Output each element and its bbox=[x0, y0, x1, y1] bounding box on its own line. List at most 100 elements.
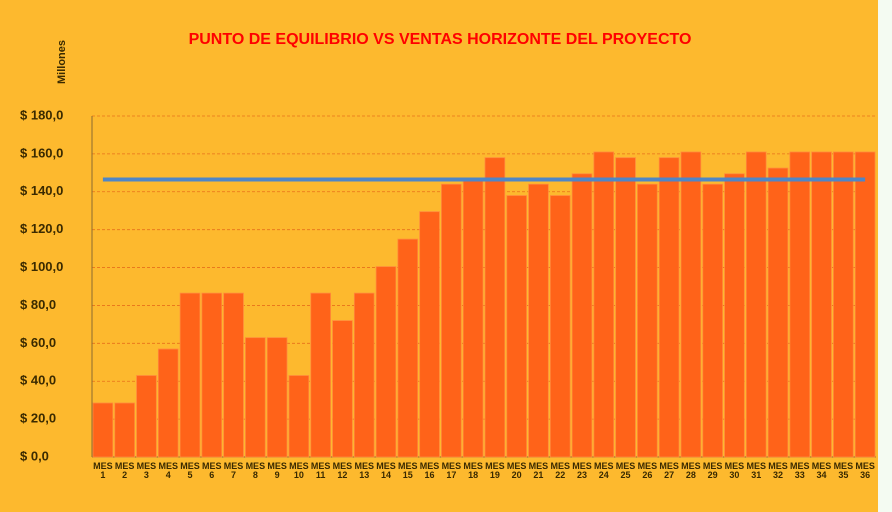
bar bbox=[833, 151, 854, 458]
x-tick-label-box: MES 26 bbox=[637, 462, 658, 480]
bar bbox=[658, 157, 680, 458]
x-tick-label-box: MES 30 bbox=[724, 462, 745, 480]
x-tick-label: MES 6 bbox=[202, 462, 222, 480]
x-tick-label: MES 23 bbox=[572, 462, 592, 480]
bar bbox=[571, 173, 593, 458]
x-tick-label: MES 17 bbox=[441, 462, 462, 480]
x-tick-label-box: MES 20 bbox=[506, 462, 527, 480]
x-tick-label-box: MES 10 bbox=[289, 462, 309, 480]
bar bbox=[441, 183, 462, 458]
x-tick-label: MES 29 bbox=[702, 462, 723, 480]
bar bbox=[484, 157, 506, 458]
x-tick-label: MES 16 bbox=[419, 462, 440, 480]
bar bbox=[397, 238, 419, 458]
x-tick-label: MES 24 bbox=[594, 462, 614, 480]
bar bbox=[637, 183, 658, 458]
x-tick-label-box: MES 6 bbox=[202, 462, 222, 480]
bar bbox=[549, 195, 571, 458]
x-tick-label: MES 7 bbox=[223, 462, 244, 480]
x-tick-label: MES 11 bbox=[310, 462, 331, 480]
x-tick-label-box: MES 16 bbox=[419, 462, 440, 480]
bar bbox=[157, 348, 179, 458]
x-tick-label: MES 34 bbox=[811, 462, 832, 480]
x-tick-label: MES 1 bbox=[93, 462, 113, 480]
x-tick-label: MES 27 bbox=[659, 462, 679, 480]
x-tick-label-box: MES 12 bbox=[332, 462, 353, 480]
x-tick-label-box: MES 11 bbox=[310, 462, 331, 480]
x-tick-label: MES 9 bbox=[267, 462, 287, 480]
bar bbox=[854, 151, 876, 458]
x-tick-label: MES 12 bbox=[332, 462, 353, 480]
x-tick-label-box: MES 14 bbox=[376, 462, 396, 480]
x-tick-label-box: MES 33 bbox=[790, 462, 810, 480]
x-tick-label-box: MES 27 bbox=[659, 462, 679, 480]
x-tick-label-box: MES 17 bbox=[441, 462, 462, 480]
x-tick-label: MES 21 bbox=[528, 462, 549, 480]
chart-title: PUNTO DE EQUILIBRIO VS VENTAS HORIZONTE … bbox=[189, 31, 692, 48]
x-tick-label-box: MES 23 bbox=[572, 462, 592, 480]
x-tick-label: MES 3 bbox=[136, 462, 157, 480]
x-tick-label-box: MES 7 bbox=[223, 462, 244, 480]
x-tick-label: MES 30 bbox=[724, 462, 745, 480]
y-tick-label: $ 0,0 bbox=[20, 448, 49, 463]
x-tick-label: MES 10 bbox=[289, 462, 309, 480]
x-tick-label-box: MES 25 bbox=[616, 462, 636, 480]
y-tick-label: $ 60,0 bbox=[20, 335, 56, 350]
bar bbox=[353, 292, 375, 458]
bar bbox=[702, 183, 723, 458]
x-tick-label: MES 4 bbox=[158, 462, 178, 480]
bar bbox=[245, 337, 266, 458]
bar bbox=[811, 151, 832, 458]
x-tick-label: MES 33 bbox=[790, 462, 810, 480]
bar bbox=[615, 157, 636, 458]
y-tick-label: $ 20,0 bbox=[20, 411, 56, 426]
x-tick-label-box: MES 19 bbox=[485, 462, 505, 480]
x-tick-label: MES 2 bbox=[114, 462, 135, 480]
bar bbox=[288, 375, 310, 458]
x-tick-label: MES 8 bbox=[245, 462, 266, 480]
bar bbox=[179, 292, 201, 458]
bar bbox=[680, 151, 702, 458]
bar bbox=[266, 337, 288, 458]
x-tick-label: MES 14 bbox=[376, 462, 396, 480]
bar bbox=[528, 183, 549, 458]
y-tick-label: $ 100,0 bbox=[20, 259, 63, 274]
x-tick-label-box: MES 32 bbox=[768, 462, 788, 480]
x-tick-label-box: MES 22 bbox=[550, 462, 570, 480]
x-tick-label-box: MES 29 bbox=[702, 462, 723, 480]
x-tick-label-box: MES 2 bbox=[114, 462, 135, 480]
bar bbox=[724, 173, 745, 458]
y-tick-label: $ 180,0 bbox=[20, 107, 63, 122]
x-tick-label: MES 18 bbox=[463, 462, 483, 480]
x-tick-label: MES 22 bbox=[550, 462, 570, 480]
x-tick-label-box: MES 24 bbox=[594, 462, 614, 480]
y-axis-label: Millones bbox=[56, 40, 68, 84]
x-tick-label-box: MES 3 bbox=[136, 462, 157, 480]
x-tick-label-box: MES 35 bbox=[833, 462, 854, 480]
x-tick-label: MES 31 bbox=[746, 462, 766, 480]
x-tick-label-box: MES 15 bbox=[398, 462, 418, 480]
x-tick-label: MES 15 bbox=[398, 462, 418, 480]
x-tick-label-box: MES 21 bbox=[528, 462, 549, 480]
x-tick-label-box: MES 36 bbox=[855, 462, 875, 480]
bar bbox=[114, 402, 135, 458]
x-tick-label: MES 26 bbox=[637, 462, 658, 480]
x-tick-label: MES 20 bbox=[506, 462, 527, 480]
bar bbox=[767, 167, 789, 458]
bar bbox=[593, 151, 615, 458]
x-tick-label-box: MES 8 bbox=[245, 462, 266, 480]
x-tick-label: MES 19 bbox=[485, 462, 505, 480]
x-tick-label-box: MES 5 bbox=[180, 462, 200, 480]
x-tick-label-box: MES 9 bbox=[267, 462, 287, 480]
x-tick-label-box: MES 18 bbox=[463, 462, 483, 480]
y-tick-label: $ 160,0 bbox=[20, 145, 63, 160]
bar bbox=[375, 266, 397, 458]
x-tick-label-box: MES 31 bbox=[746, 462, 766, 480]
bar bbox=[136, 375, 157, 458]
x-tick-label: MES 35 bbox=[833, 462, 854, 480]
bar bbox=[506, 195, 527, 458]
bar bbox=[332, 320, 353, 458]
bar bbox=[201, 292, 223, 458]
x-tick-label-box: MES 4 bbox=[158, 462, 178, 480]
